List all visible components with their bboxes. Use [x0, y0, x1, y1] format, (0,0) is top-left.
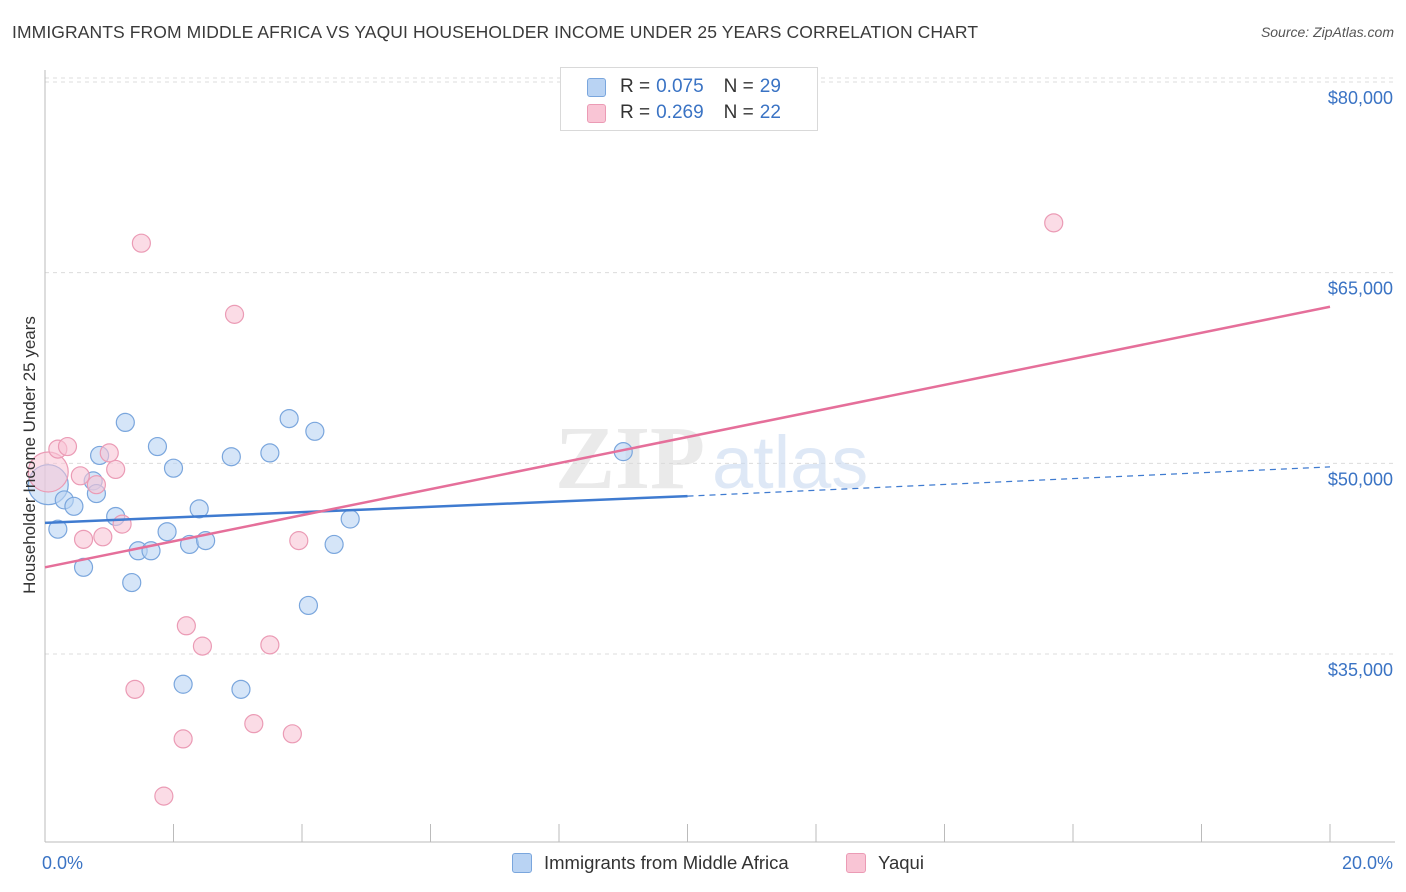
data-point-yaqui: [70, 466, 90, 486]
data-point-yaqui: [176, 616, 196, 636]
y-tick-label: $35,000: [1328, 660, 1393, 680]
correlation-legend: R = 0.075 N = 29 R = 0.269 N = 22: [560, 67, 818, 131]
legend-n-label: N =: [723, 102, 754, 123]
trendline-immigrants-extension: [687, 466, 1331, 497]
data-point-immigrants: [221, 447, 241, 467]
data-point-immigrants: [122, 572, 142, 593]
data-point-immigrants: [173, 674, 193, 694]
legend-swatch-pink: [846, 853, 866, 873]
legend-r-label: R =: [620, 76, 651, 97]
data-point-yaqui: [73, 529, 94, 549]
data-point-yaqui: [244, 714, 264, 734]
data-point-immigrants: [298, 595, 319, 616]
data-point-immigrants: [231, 679, 251, 699]
y-axis-label: Householder Income Under 25 years: [20, 316, 39, 594]
legend-r-value: 0.269: [656, 102, 704, 123]
data-point-immigrants: [305, 421, 325, 441]
data-point-immigrants: [340, 509, 360, 529]
data-point-immigrants: [189, 499, 209, 519]
legend-item-immigrants[interactable]: Immigrants from Middle Africa: [512, 852, 789, 874]
legend-row-yaqui: R = 0.269 N = 22: [587, 101, 781, 125]
data-point-yaqui: [125, 679, 145, 699]
legend-item-label: Immigrants from Middle Africa: [544, 852, 789, 873]
series-legend: Immigrants from Middle Africa Yaqui: [0, 852, 1406, 876]
legend-item-yaqui[interactable]: Yaqui: [846, 852, 924, 874]
x-tick-label: 20.0%: [1342, 853, 1393, 873]
data-point-yaqui: [282, 724, 302, 744]
data-point-yaqui: [192, 636, 213, 656]
data-point-immigrants: [260, 443, 280, 463]
data-point-immigrants: [324, 534, 344, 555]
legend-n-label: N =: [723, 76, 754, 97]
y-tick-label: $80,000: [1328, 88, 1393, 108]
legend-n-value: 22: [759, 102, 781, 123]
data-point-yaqui: [86, 475, 107, 495]
data-point-yaqui: [27, 451, 69, 493]
data-point-immigrants: [147, 436, 168, 457]
legend-r-value: 0.075: [656, 76, 704, 97]
data-point-yaqui: [131, 233, 151, 253]
legend-item-label: Yaqui: [878, 852, 924, 873]
chart-title: IMMIGRANTS FROM MIDDLE AFRICA VS YAQUI H…: [12, 22, 979, 42]
legend-swatch-blue: [512, 853, 532, 873]
y-tick-label: $65,000: [1328, 279, 1393, 299]
legend-n-value: 29: [759, 76, 781, 97]
legend-swatch-pink: [587, 103, 606, 123]
data-point-immigrants: [48, 519, 68, 539]
data-point-yaqui: [224, 304, 245, 324]
data-point-yaqui: [1044, 213, 1064, 233]
data-point-immigrants: [163, 458, 184, 478]
trendline-immigrants: [44, 494, 688, 525]
data-point-immigrants: [115, 412, 135, 433]
data-point-yaqui: [289, 531, 309, 551]
data-point-yaqui: [57, 436, 78, 457]
legend-row-immigrants: R = 0.075 N = 29: [587, 75, 781, 99]
data-point-yaqui: [112, 514, 132, 534]
data-point-immigrants: [64, 496, 84, 516]
source-label: Source: ZipAtlas.com: [1260, 24, 1394, 40]
y-tick-label: $50,000: [1328, 469, 1393, 489]
trendline-yaqui: [44, 305, 1331, 569]
data-point-immigrants: [279, 408, 299, 429]
data-point-yaqui: [173, 729, 193, 749]
data-point-yaqui: [260, 635, 280, 655]
data-point-yaqui: [154, 786, 174, 806]
data-point-yaqui: [93, 527, 113, 547]
x-tick-label: 0.0%: [42, 853, 83, 873]
data-point-yaqui: [99, 443, 119, 463]
legend-swatch-blue: [587, 77, 606, 97]
watermark-atlas: atlas: [712, 421, 868, 504]
data-point-yaqui: [106, 459, 126, 480]
data-point-immigrants: [157, 522, 177, 542]
legend-r-label: R =: [620, 102, 651, 123]
